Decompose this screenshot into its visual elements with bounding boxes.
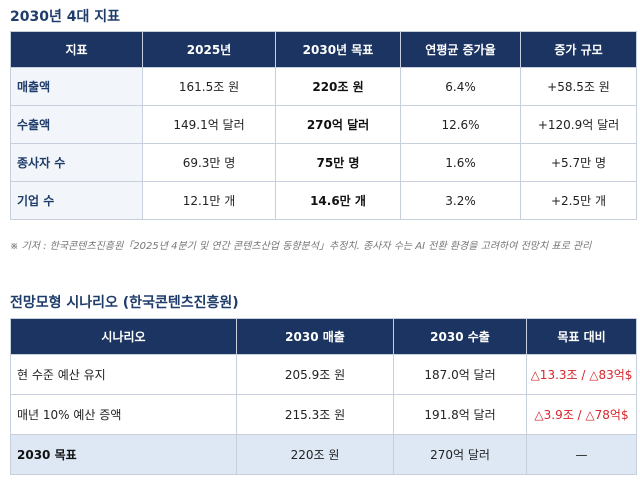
key-indicators-table: 지표 2025년 2030년 목표 연평균 증가율 증가 규모 매출액 161.… bbox=[10, 31, 637, 220]
column-header: 지표 bbox=[10, 31, 143, 68]
table-cell: 149.1억 달러 bbox=[142, 105, 276, 144]
table-cell: 205.9조 원 bbox=[236, 354, 394, 395]
row-label: 종사자 수 bbox=[10, 143, 143, 182]
table-cell: 12.1만 개 bbox=[142, 181, 276, 220]
table-cell: 191.8억 달러 bbox=[393, 394, 527, 435]
table-row: 매출액 161.5조 원 220조 원 6.4% +58.5조 원 bbox=[10, 67, 637, 106]
table-cell: — bbox=[526, 434, 637, 475]
table-cell: 69.3만 명 bbox=[142, 143, 276, 182]
target-cell: 270억 달러 bbox=[275, 105, 401, 144]
section-title-key-indicators: 2030년 4대 지표 bbox=[10, 9, 120, 25]
target-cell: 220조 원 bbox=[275, 67, 401, 106]
table-cell: 187.0억 달러 bbox=[393, 354, 527, 395]
target-cell: 75만 명 bbox=[275, 143, 401, 182]
source-note: ※ 기저 : 한국콘텐츠진흥원「2025년 4분기 및 연간 콘텐츠산업 동향분… bbox=[10, 241, 592, 252]
table-cell: 161.5조 원 bbox=[142, 67, 276, 106]
column-header: 2030 수출 bbox=[393, 318, 527, 355]
table-cell: 3.2% bbox=[400, 181, 521, 220]
column-header: 2025년 bbox=[142, 31, 276, 68]
column-header: 목표 대비 bbox=[526, 318, 637, 355]
table-cell: 215.3조 원 bbox=[236, 394, 394, 435]
column-header: 2030년 목표 bbox=[275, 31, 401, 68]
scenario-table: 시나리오 2030 매출 2030 수출 목표 대비 현 수준 예산 유지 20… bbox=[10, 318, 637, 475]
table-row: 매년 10% 예산 증액 215.3조 원 191.8억 달러 △3.9조 / … bbox=[10, 394, 637, 435]
target-cell: 14.6만 개 bbox=[275, 181, 401, 220]
column-header: 연평균 증가율 bbox=[400, 31, 521, 68]
gap-cell: △13.3조 / △83억$ bbox=[526, 354, 637, 395]
gap-cell: △3.9조 / △78억$ bbox=[526, 394, 637, 435]
section-title-scenarios: 전망모형 시나리오 (한국콘텐츠진흥원) bbox=[10, 295, 239, 311]
table-header-row: 지표 2025년 2030년 목표 연평균 증가율 증가 규모 bbox=[10, 31, 637, 68]
column-header: 시나리오 bbox=[10, 318, 237, 355]
scenario-label: 매년 10% 예산 증액 bbox=[10, 394, 237, 435]
row-label: 수출액 bbox=[10, 105, 143, 144]
table-row: 수출액 149.1억 달러 270억 달러 12.6% +120.9억 달러 bbox=[10, 105, 637, 144]
table-cell: 220조 원 bbox=[236, 434, 394, 475]
scenario-label: 2030 목표 bbox=[10, 434, 237, 475]
table-cell: 1.6% bbox=[400, 143, 521, 182]
table-cell: 6.4% bbox=[400, 67, 521, 106]
column-header: 2030 매출 bbox=[236, 318, 394, 355]
table-row: 현 수준 예산 유지 205.9조 원 187.0억 달러 △13.3조 / △… bbox=[10, 354, 637, 395]
row-label: 매출액 bbox=[10, 67, 143, 106]
row-label: 기업 수 bbox=[10, 181, 143, 220]
table-row-target: 2030 목표 220조 원 270억 달러 — bbox=[10, 434, 637, 475]
table-header-row: 시나리오 2030 매출 2030 수출 목표 대비 bbox=[10, 318, 637, 355]
scenario-label: 현 수준 예산 유지 bbox=[10, 354, 237, 395]
table-cell: 270억 달러 bbox=[393, 434, 527, 475]
table-row: 기업 수 12.1만 개 14.6만 개 3.2% +2.5만 개 bbox=[10, 181, 637, 220]
table-cell: +5.7만 명 bbox=[520, 143, 637, 182]
table-cell: 12.6% bbox=[400, 105, 521, 144]
table-cell: +120.9억 달러 bbox=[520, 105, 637, 144]
table-row: 종사자 수 69.3만 명 75만 명 1.6% +5.7만 명 bbox=[10, 143, 637, 182]
column-header: 증가 규모 bbox=[520, 31, 637, 68]
table-cell: +2.5만 개 bbox=[520, 181, 637, 220]
table-cell: +58.5조 원 bbox=[520, 67, 637, 106]
